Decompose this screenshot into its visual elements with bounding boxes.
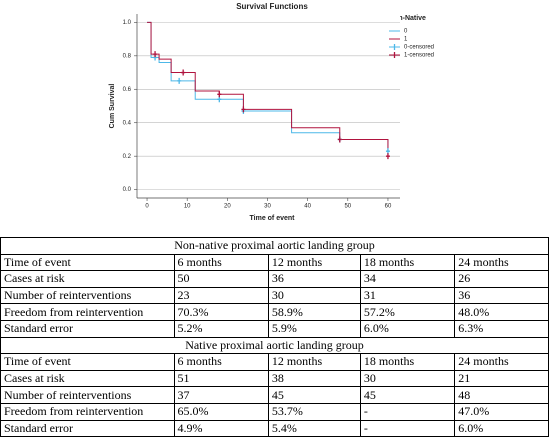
- cell: Time of event: [0, 353, 175, 371]
- cell: Freedom from reintervention: [0, 303, 175, 321]
- group-title: Native proximal aortic landing group: [0, 336, 549, 355]
- y-tick-label: 0.6: [123, 87, 132, 93]
- cell: 5.9%: [267, 319, 361, 338]
- y-tick-label: 0.4: [123, 120, 132, 126]
- plot-area: [137, 14, 400, 198]
- cell: 70.3%: [173, 303, 269, 321]
- cell: 58.9%: [267, 303, 361, 321]
- y-tick-label: 0.8: [123, 53, 132, 59]
- cell: 53.7%: [267, 402, 361, 421]
- cell: 5.2%: [173, 319, 269, 338]
- cell: 50: [173, 270, 269, 288]
- cell: 37: [173, 386, 269, 404]
- cell: 30: [267, 286, 361, 305]
- censor-mark: [217, 91, 222, 98]
- cell: 36: [454, 286, 549, 305]
- y-tick-label: 0.0: [123, 187, 132, 193]
- cell: Standard error: [0, 319, 175, 338]
- censor-mark: [217, 96, 222, 103]
- censor-mark: [337, 136, 342, 143]
- cell: 34: [359, 270, 456, 288]
- row: Freedom from reintervention 70.3% 58.9% 57.…: [0, 303, 549, 321]
- row: Non-native proximal aortic landing group: [0, 237, 549, 255]
- y-tick-label: 1.0: [123, 20, 132, 26]
- censor-mark: [153, 51, 158, 58]
- cell: 24 months: [454, 253, 549, 272]
- cell: Cases at risk: [0, 369, 175, 388]
- cell: Cases at risk: [0, 270, 175, 288]
- x-tick-label: 10: [184, 204, 191, 210]
- group-title: Non-native proximal aortic landing group: [0, 237, 549, 255]
- cell: 18 months: [359, 353, 456, 371]
- legend-label: 1: [404, 37, 408, 43]
- legend-label: 1-censored: [404, 53, 434, 59]
- legend-label: 0-censored: [404, 45, 434, 51]
- cell: Number of reinterventions: [0, 286, 175, 305]
- row: Standard error 5.2% 5.9% 6.0% 6.3%: [0, 319, 549, 338]
- legend-label: 0: [404, 29, 408, 35]
- cell: 30: [359, 369, 456, 388]
- cell: 12 months: [267, 253, 361, 272]
- cell: 12 months: [267, 353, 361, 371]
- censor-mark: [385, 153, 390, 160]
- cell: 48.0%: [454, 303, 549, 321]
- row: Number of reinterventions 23 30 31 36: [0, 286, 549, 305]
- cell: Standard error: [0, 419, 175, 438]
- row: Cases at risk 50 36 34 26: [0, 270, 549, 288]
- cell: 4.9%: [173, 419, 269, 438]
- cell: 65.0%: [173, 402, 269, 421]
- cell: 6.0%: [359, 319, 456, 338]
- cell: 51: [173, 369, 269, 388]
- cell: 47.0%: [454, 402, 549, 421]
- cell: 26: [454, 270, 549, 288]
- cell: Number of reinterventions: [0, 386, 175, 404]
- cell: 38: [267, 369, 361, 388]
- x-tick-label: 30: [264, 204, 271, 210]
- legend-title: Non-Native: [389, 15, 426, 22]
- cell: 48: [454, 386, 549, 404]
- cell: 45: [359, 386, 456, 404]
- chart-title: Survival Functions: [236, 2, 308, 11]
- data-table: Non-native proximal aortic landing group…: [0, 237, 549, 438]
- cell: 31: [359, 286, 456, 305]
- row: Freedom from reintervention 65.0% 53.7% -47…: [0, 402, 549, 421]
- cell: Time of event: [0, 253, 175, 272]
- cell: 21: [454, 369, 549, 388]
- cell: 18 months: [359, 253, 456, 272]
- censor-mark: [241, 106, 246, 113]
- y-tick-label: 0.2: [123, 154, 132, 160]
- chart: Survival Functions Time of event Cum Sur…: [109, 2, 434, 222]
- cell: 5.4%: [267, 419, 361, 438]
- censor-mark: [181, 69, 186, 76]
- cell: 57.2%: [359, 303, 456, 321]
- cell: 6 months: [173, 253, 269, 272]
- row: Number of reinterventions 37 45 45 48: [0, 386, 549, 404]
- cell: 6 months: [173, 353, 269, 371]
- cell: 6.3%: [454, 319, 549, 338]
- row: Native proximal aortic landing group: [0, 336, 549, 355]
- x-tick-label: 20: [224, 204, 231, 210]
- cell: Freedom from reintervention: [0, 402, 175, 421]
- cell: 45: [267, 386, 361, 404]
- x-tick-label: 50: [344, 204, 351, 210]
- cell: -: [359, 402, 456, 421]
- survival-line: [147, 21, 389, 157]
- cell: -: [359, 419, 456, 438]
- x-axis-label: Time of event: [250, 215, 296, 222]
- cell: 6.0%: [454, 419, 549, 438]
- row: Time of event 6 months 12 months 18 months 2…: [0, 353, 549, 371]
- x-tick-label: 0: [145, 204, 149, 210]
- censor-mark: [177, 77, 182, 84]
- row: Time of event 6 months 12 months 18 months 2…: [0, 253, 549, 272]
- x-tick-label: 60: [385, 204, 392, 210]
- censor-mark: [385, 148, 390, 155]
- cell: 23: [173, 286, 269, 305]
- cell: 24 months: [454, 353, 549, 371]
- cell: 36: [267, 270, 361, 288]
- row: Cases at risk 51 38 30 21: [0, 369, 549, 388]
- x-tick-label: 40: [304, 204, 311, 210]
- row: Standard error 4.9% 5.4% -6.0%: [0, 419, 549, 438]
- y-axis-label: Cum Survival: [109, 84, 116, 129]
